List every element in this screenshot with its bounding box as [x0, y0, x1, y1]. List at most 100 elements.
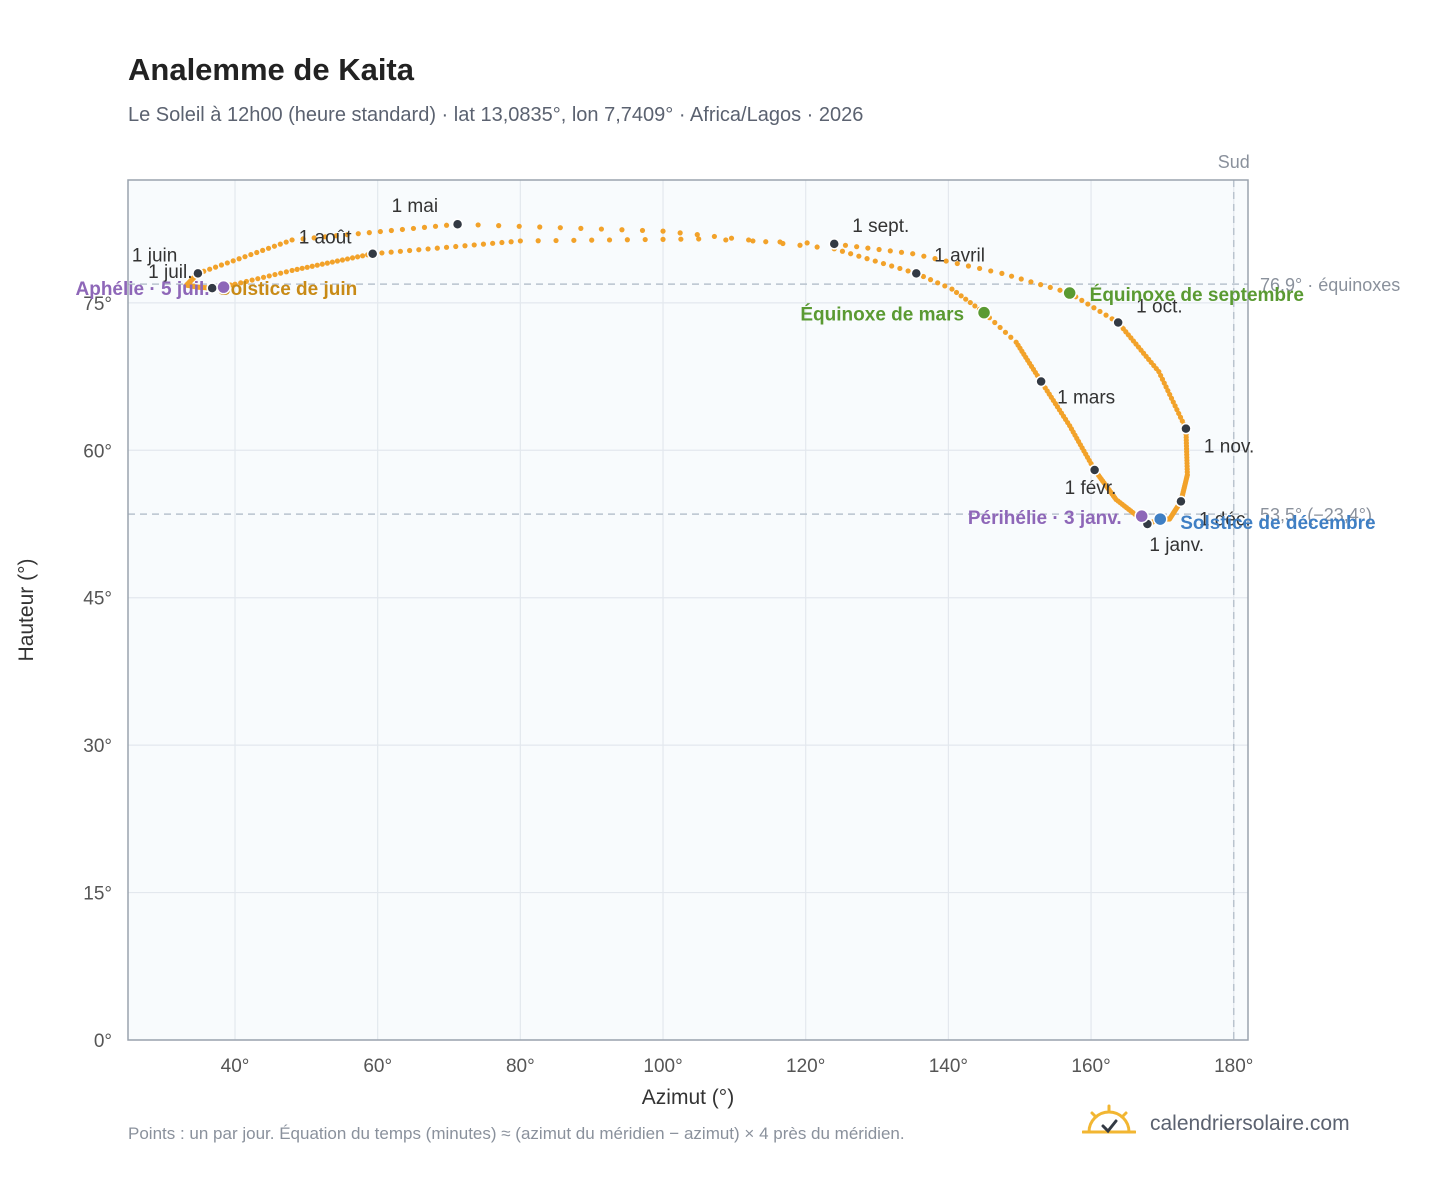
day-point	[1008, 273, 1015, 279]
day-point	[207, 266, 213, 272]
day-point	[589, 237, 595, 243]
day-point	[677, 230, 683, 236]
event-marker	[1134, 508, 1149, 524]
y-tick-label: 60°	[83, 441, 112, 462]
day-point	[578, 225, 584, 231]
day-point	[453, 243, 459, 250]
event-marker	[1153, 511, 1168, 527]
day-point	[322, 234, 328, 240]
day-point	[992, 319, 998, 326]
month-marker	[1035, 375, 1047, 388]
day-point	[839, 248, 846, 254]
day-point	[334, 258, 341, 264]
day-point	[329, 259, 335, 265]
y-tick-label: 0°	[94, 1031, 112, 1052]
day-point	[462, 243, 468, 249]
day-point	[1008, 334, 1014, 340]
day-point	[260, 247, 266, 253]
day-point	[696, 236, 702, 242]
day-point	[304, 264, 310, 270]
event-label: Aphélie · 5 juil.	[76, 279, 210, 300]
day-point	[553, 237, 559, 244]
day-point	[416, 247, 422, 253]
month-label: 1 juin	[132, 245, 177, 266]
day-point	[230, 258, 236, 264]
x-tick-label: 120°	[786, 1056, 825, 1077]
day-point	[283, 239, 289, 245]
day-point	[311, 235, 317, 241]
day-point	[797, 242, 803, 248]
day-point	[660, 236, 666, 242]
plot-area	[128, 180, 1248, 1040]
day-point	[1002, 329, 1009, 335]
event-marker	[216, 279, 231, 295]
day-point	[642, 236, 648, 243]
day-point	[277, 241, 283, 247]
x-tick-label: 80°	[506, 1056, 535, 1077]
day-point	[319, 261, 325, 267]
day-point	[242, 254, 248, 260]
day-point	[248, 251, 254, 258]
event-label: Périhélie · 3 janv.	[968, 508, 1122, 529]
month-label: 1 oct.	[1136, 297, 1182, 318]
day-point	[872, 258, 878, 264]
day-point	[238, 280, 244, 286]
day-point	[360, 253, 366, 259]
day-point	[935, 280, 941, 286]
day-point	[278, 270, 284, 276]
day-point	[535, 238, 541, 244]
day-point	[271, 243, 278, 249]
day-point	[344, 232, 350, 238]
day-point	[397, 248, 403, 254]
month-label: 1 mars	[1057, 387, 1115, 408]
day-point	[1047, 284, 1053, 291]
south-label: Sud	[1218, 152, 1250, 172]
day-point	[377, 228, 383, 235]
day-point	[694, 232, 700, 238]
month-label: 1 févr.	[1065, 478, 1117, 499]
day-point	[997, 324, 1003, 331]
day-point	[243, 278, 250, 285]
day-point	[660, 228, 666, 234]
day-point	[910, 251, 916, 257]
day-point	[932, 256, 938, 262]
day-point	[876, 246, 882, 253]
day-point	[344, 256, 351, 262]
day-point	[212, 264, 219, 270]
event-label: Solstice de juin	[218, 279, 357, 300]
brand[interactable]: calendriersolaire.com	[1082, 1102, 1350, 1146]
day-point	[333, 233, 339, 239]
day-point	[921, 253, 927, 259]
day-point	[309, 263, 315, 269]
day-point	[1085, 301, 1091, 307]
brand-name[interactable]: calendriersolaire.com	[1150, 1112, 1350, 1135]
y-tick-label: 75°	[83, 294, 112, 315]
day-point	[965, 263, 972, 269]
day-point	[432, 223, 439, 229]
event-marker	[976, 305, 992, 320]
day-point	[537, 224, 543, 230]
chart-subtitle: Le Soleil à 12h00 (heure standard) · lat…	[128, 104, 864, 126]
day-point	[349, 255, 356, 261]
day-point	[490, 240, 496, 246]
day-point	[954, 260, 960, 267]
x-tick-label: 160°	[1071, 1056, 1110, 1077]
day-point	[272, 271, 278, 278]
day-point	[480, 241, 487, 247]
day-point	[421, 224, 428, 230]
event-label: Équinoxe de septembre	[1090, 284, 1304, 306]
day-point	[777, 239, 783, 245]
day-point	[723, 237, 729, 243]
day-point	[999, 270, 1005, 276]
day-point	[388, 249, 394, 255]
day-point	[399, 226, 406, 233]
day-point	[854, 244, 860, 250]
day-point	[942, 283, 948, 289]
day-point	[354, 254, 361, 260]
day-point	[434, 245, 440, 251]
reference-line-label: 76,9° · équinoxes	[1260, 275, 1400, 295]
day-point	[410, 225, 417, 232]
event-marker	[1062, 285, 1077, 301]
event-label: Solstice de décembre	[1180, 513, 1375, 534]
day-point	[236, 256, 242, 262]
